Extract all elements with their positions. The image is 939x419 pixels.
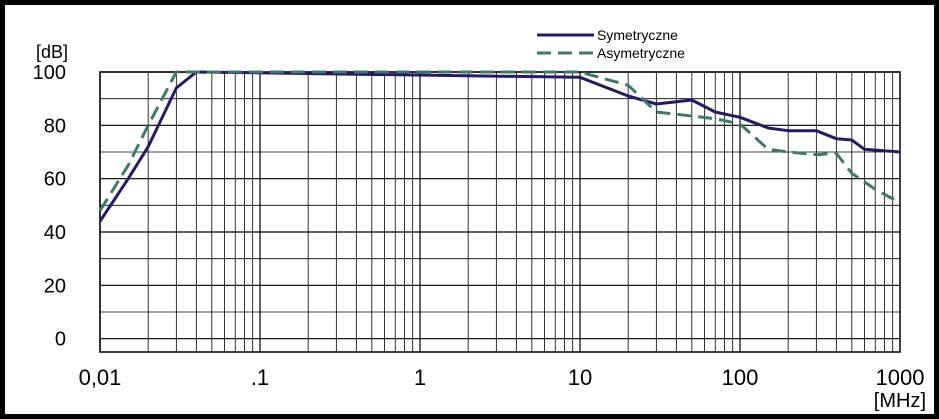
legend-label-asymetryczne: Asymetryczne	[597, 45, 685, 61]
y-tick-label: 40	[44, 222, 66, 244]
legend-label-symetryczne: Symetryczne	[597, 27, 678, 43]
y-tick-label: 80	[44, 115, 66, 137]
x-axis-label: [MHz]	[874, 390, 926, 412]
x-tick-labels: 0,01 .1 1 10 100 1000	[79, 365, 925, 390]
x-tick-label: 10	[568, 365, 592, 390]
x-tick-label: 0,01	[79, 365, 122, 390]
y-tick-label: 60	[44, 169, 66, 191]
y-tick-label: 20	[44, 275, 66, 297]
y-tick-labels: 100 80 60 40 20 0	[33, 62, 66, 351]
series-line-symetryczne	[98, 70, 901, 223]
x-tick-label: .1	[251, 365, 269, 390]
x-tick-label: 1000	[876, 365, 925, 390]
series-line-asymetryczne	[98, 70, 901, 212]
y-axis-label: [dB]	[36, 42, 68, 62]
plot-area-border	[99, 71, 901, 353]
series-lines	[98, 70, 901, 223]
legend: Symetryczne Asymetryczne	[537, 27, 685, 61]
y-tick-label: 0	[55, 329, 66, 351]
x-tick-label: 1	[414, 365, 426, 390]
grid	[99, 71, 900, 352]
y-tick-label: 100	[33, 62, 66, 84]
x-tick-label: 100	[722, 365, 759, 390]
